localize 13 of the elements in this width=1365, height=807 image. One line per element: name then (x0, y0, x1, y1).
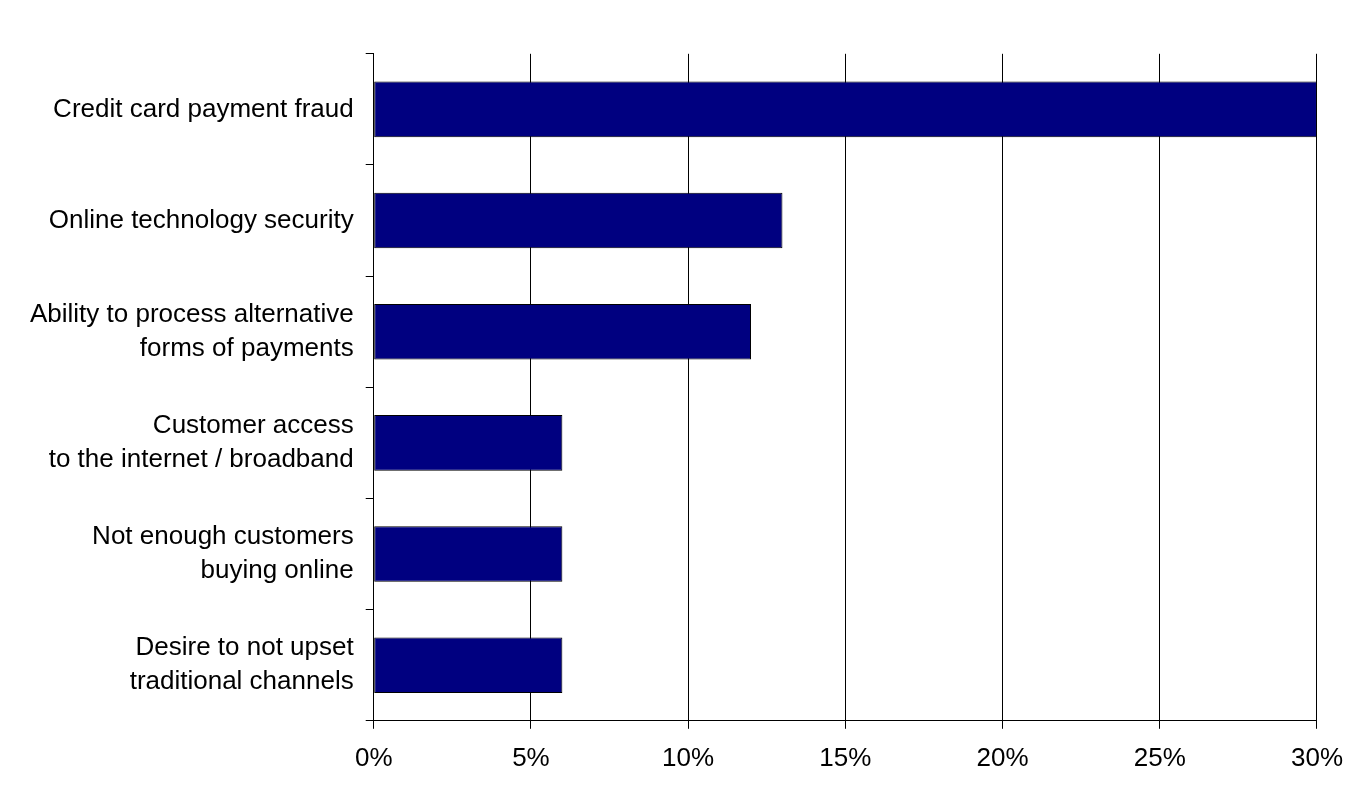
x-tick-label: 15% (819, 741, 872, 772)
x-tick-label: 30% (1290, 741, 1343, 772)
y-tick-label: Desire to not upset traditional channels (129, 631, 355, 696)
y-tick-label: Credit card payment fraud (53, 92, 354, 123)
x-tick-label: 10% (662, 741, 715, 772)
y-tick-label: Ability to process alternative forms of payments (29, 297, 354, 362)
y-tick-label: Customer access to the internet / broadband (48, 409, 354, 473)
y-tick-label: Not enough customers buying online (92, 520, 354, 585)
x-tick-label: 0% (354, 741, 393, 772)
x-tick-label: 5% (512, 741, 550, 772)
x-tick-label: 20% (976, 741, 1029, 772)
y-tick-label: Online technology security (48, 203, 354, 234)
x-tick-label: 25% (1133, 741, 1186, 772)
